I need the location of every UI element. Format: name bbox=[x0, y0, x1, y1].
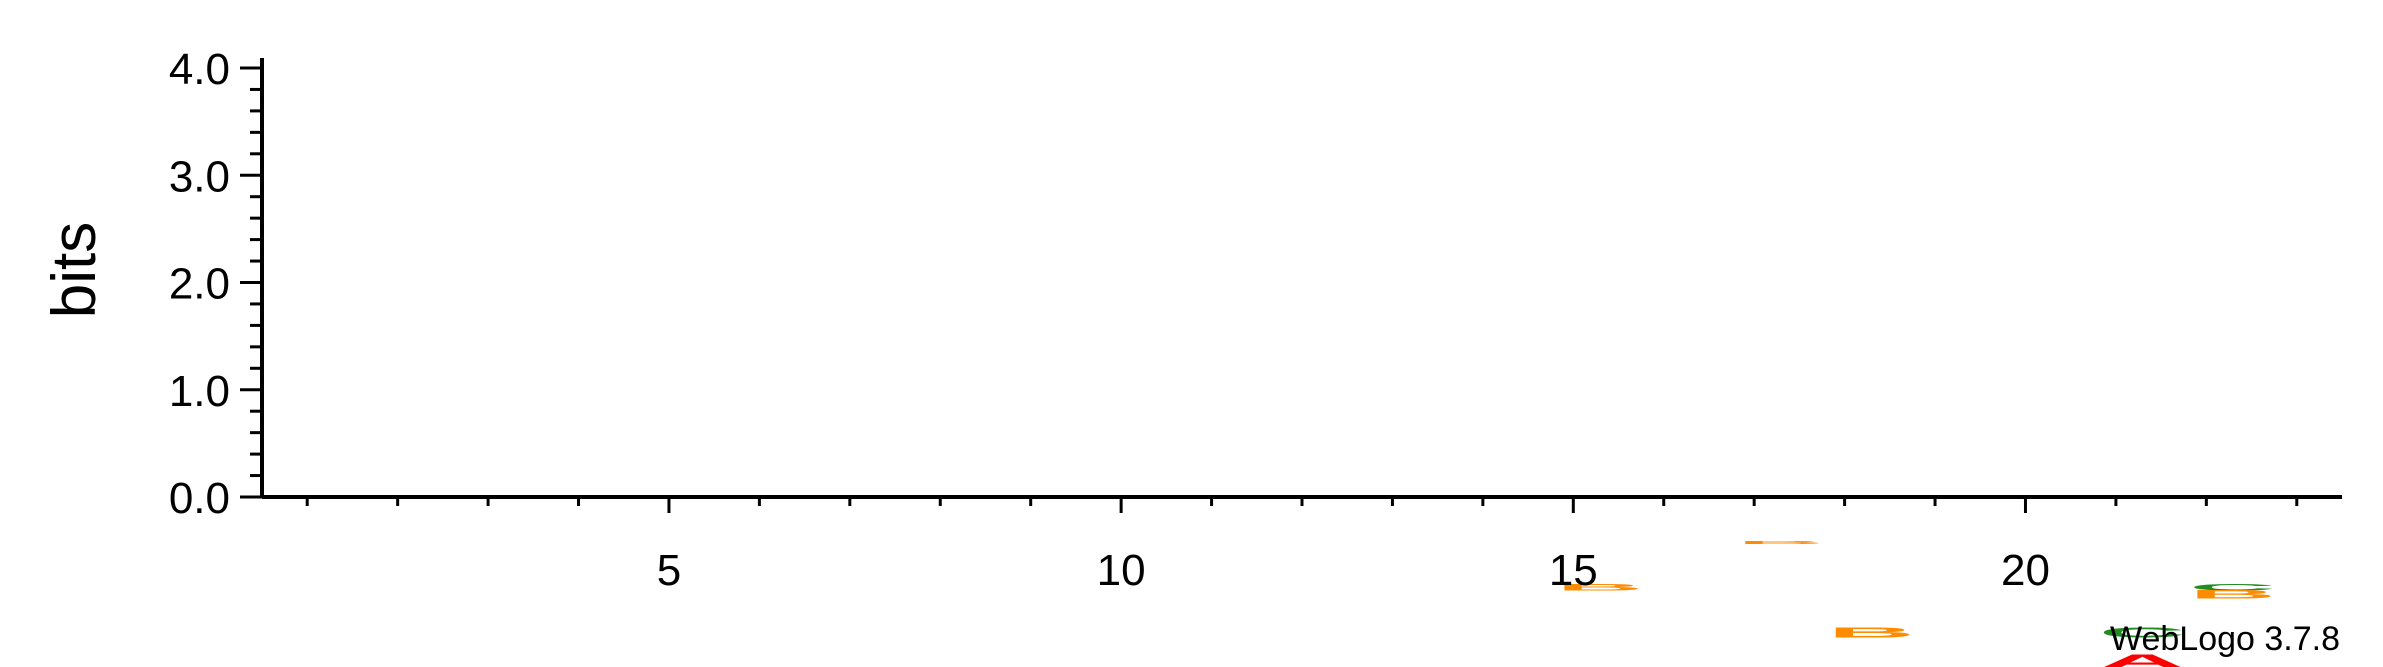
glyph-B: B bbox=[1737, 540, 1824, 545]
logo-stack-4: BACZ bbox=[1737, 540, 1824, 545]
y-tick-label: 3.0 bbox=[169, 152, 230, 201]
x-tick-label: 5 bbox=[657, 546, 681, 595]
logo-stack-8: CABZ bbox=[2099, 625, 2186, 667]
logo-stack-9: CBAZ bbox=[2189, 582, 2276, 601]
logo-stack-2: BACZ bbox=[1556, 582, 1643, 593]
y-tick-label: 4.0 bbox=[169, 45, 230, 94]
glyph-A: A bbox=[2099, 651, 2186, 667]
x-tick-label: 15 bbox=[1549, 546, 1598, 595]
logo-stack-5: BACZ bbox=[1828, 625, 1915, 641]
logo-stacks: BACZBACZBACZBACZBACZABCZCAZCABZCBAZAZXXX… bbox=[1556, 540, 2276, 667]
x-tick-label: 20 bbox=[2001, 546, 2050, 595]
glyph-C: C bbox=[2189, 582, 2276, 593]
axes: 0.0 1.0 2.0 3.0 4.0 5 10 15 20 bbox=[169, 45, 2342, 595]
glyph-B: B bbox=[1556, 582, 1643, 593]
glyph-C: C bbox=[2099, 625, 2186, 641]
y-tick-label: 2.0 bbox=[169, 260, 230, 309]
y-tick-label: 1.0 bbox=[169, 367, 230, 416]
glyph-B: B bbox=[1828, 625, 1915, 641]
y-axis-label: bits bbox=[40, 222, 109, 318]
glyph-B: B bbox=[2189, 588, 2276, 601]
y-tick-label: 0.0 bbox=[169, 474, 230, 523]
x-tick-label: 10 bbox=[1097, 546, 1146, 595]
weblogo-credit: WebLogo 3.7.8 bbox=[2110, 620, 2340, 658]
